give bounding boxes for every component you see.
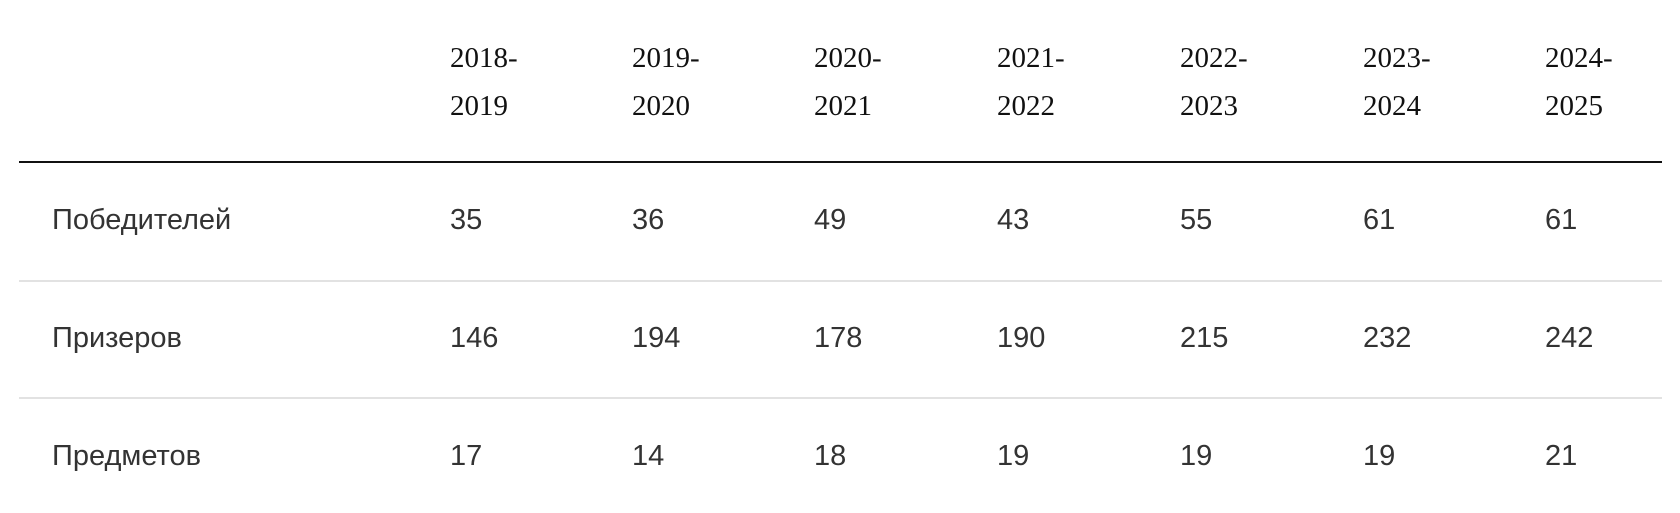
table-cell: 178 [814, 322, 863, 354]
table-cell: 17 [450, 440, 483, 472]
table-cell: 146 [450, 322, 499, 354]
table-cell: 215 [1180, 322, 1229, 354]
table-cell: 19 [997, 440, 1030, 472]
table-cell: 55 [1180, 204, 1213, 236]
column-header: 2019-2020 [632, 42, 700, 122]
table-cell: 242 [1545, 322, 1594, 354]
column-header: 2018-2019 [450, 42, 518, 122]
column-header: 2021-2022 [997, 42, 1065, 122]
table-cell: 232 [1363, 322, 1412, 354]
table-cell: 19 [1363, 440, 1396, 472]
column-header: 2022-2023 [1180, 42, 1248, 122]
column-header: 2024-2025 [1545, 42, 1613, 122]
column-header: 2020-2021 [814, 42, 882, 122]
table-cell: 43 [997, 204, 1030, 236]
table-cell: 190 [997, 322, 1046, 354]
column-header: 2023-2024 [1363, 42, 1431, 122]
table-cell: 61 [1545, 204, 1578, 236]
table-cell: 35 [450, 204, 483, 236]
row-rule [19, 397, 1662, 399]
row-label: Предметов [52, 440, 201, 472]
table-cell: 18 [814, 440, 847, 472]
table-cell: 194 [632, 322, 681, 354]
table-cell: 14 [632, 440, 665, 472]
table-cell: 19 [1180, 440, 1213, 472]
header-rule [19, 161, 1662, 163]
row-label: Призеров [52, 322, 182, 354]
row-label: Победителей [52, 204, 232, 236]
row-rule [19, 280, 1662, 282]
table-cell: 61 [1363, 204, 1396, 236]
table-cell: 21 [1545, 440, 1578, 472]
table-cell: 36 [632, 204, 665, 236]
table-cell: 49 [814, 204, 847, 236]
